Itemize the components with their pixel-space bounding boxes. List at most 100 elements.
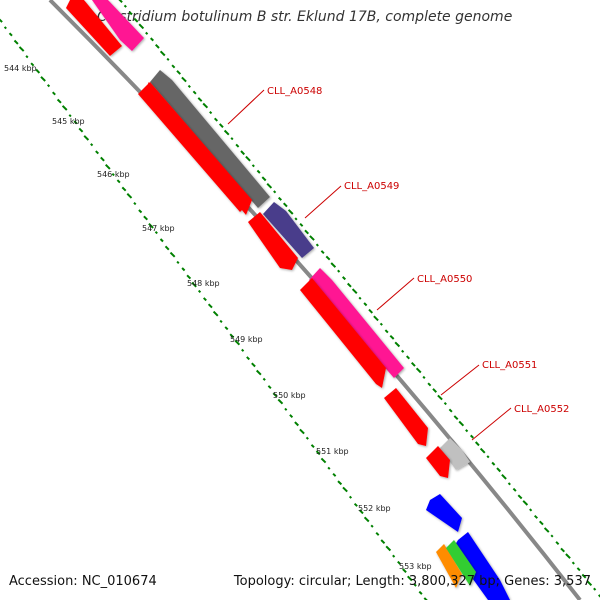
gc-dot: [95, 150, 100, 155]
gc-dot: [458, 420, 465, 427]
gc-dot: [255, 369, 262, 376]
gc-dot: [565, 553, 571, 559]
leader-cll-a0549: [304, 185, 342, 219]
gene-label-cll-a0551[interactable]: CLL_A0551: [482, 360, 537, 371]
gc-dot: [284, 407, 288, 411]
gc-dot: [176, 70, 182, 75]
gc-dot: [181, 267, 186, 272]
gene-red-small-b[interactable]: [426, 446, 450, 478]
gene-label-cll-a0549[interactable]: CLL_A0549: [344, 181, 399, 192]
gc-dot: [394, 341, 401, 348]
accession-text: Accession: NC_010674: [9, 574, 157, 589]
gc-dot: [330, 262, 337, 268]
gc-dot: [159, 50, 166, 57]
tick-labels: 544 kbp 545 kbp 546 kbp 547 kbp 548 kbp …: [4, 64, 432, 571]
gc-dot: [245, 155, 251, 162]
gc-dot: [40, 76, 46, 82]
gc-dot: [138, 209, 143, 214]
gc-dot: [123, 4, 127, 8]
tick-label: 553 kbp: [399, 562, 432, 571]
gc-track-outer: [118, 0, 600, 598]
gc-dot: [342, 276, 346, 281]
gc-dot: [448, 408, 453, 413]
gene-label-cll-a0552[interactable]: CLL_A0552: [514, 404, 569, 415]
gene-label-cll-a0548[interactable]: CLL_A0548: [267, 86, 322, 97]
gc-dot: [512, 487, 517, 492]
gc-dot: [56, 98, 62, 104]
gc-dot: [384, 329, 389, 334]
tick-label: 550 kbp: [273, 391, 306, 400]
gc-dot: [320, 457, 327, 464]
gene-cll-a0549[interactable]: [263, 202, 314, 258]
gc-dot: [138, 23, 145, 30]
gc-dot: [51, 91, 56, 96]
gc-dot: [363, 302, 368, 307]
gc-dot: [187, 84, 191, 89]
gc-dot: [576, 567, 581, 572]
gc-dot: [368, 308, 374, 314]
gene-top-pink[interactable]: [92, 0, 144, 51]
gc-dot: [309, 235, 315, 241]
gc-dot: [410, 362, 416, 367]
gc-dot: [315, 243, 319, 247]
gc-dot: [413, 583, 417, 587]
gc-dot: [202, 297, 207, 302]
genome-summary-text: Topology: circular; Length: 3,800,327 bp…: [233, 574, 591, 589]
gene-blue-lower[interactable]: [452, 532, 510, 600]
gc-dot: [46, 84, 51, 88]
gc-dot: [282, 202, 288, 208]
tick-label: 545 kbp: [52, 117, 85, 126]
gc-dot: [104, 163, 111, 170]
gc-dot: [422, 375, 426, 379]
gene-cll-a0548[interactable]: [150, 70, 270, 208]
gc-dot: [159, 238, 164, 243]
gc-dot: [370, 524, 374, 528]
gc-dot: [181, 76, 187, 83]
gc-dot: [534, 514, 538, 519]
gene-blue-upper[interactable]: [426, 494, 462, 532]
gene-cll-a0551[interactable]: [384, 388, 428, 446]
gc-dot: [325, 255, 331, 261]
gc-dot: [191, 281, 197, 288]
gc-dot: [154, 43, 160, 49]
gene-green[interactable]: [446, 540, 476, 586]
gc-track-inner: [0, 18, 428, 600]
gc-dot: [397, 560, 402, 565]
gc-dot: [507, 482, 511, 486]
gene-red-mid[interactable]: [300, 278, 386, 388]
gc-dot: [148, 222, 154, 229]
gc-dot: [240, 150, 246, 156]
gc-dot: [235, 143, 240, 148]
gene-label-cll-a0550[interactable]: CLL_A0550: [417, 274, 472, 285]
gene-red-small-a[interactable]: [248, 212, 298, 270]
gc-dot: [437, 394, 443, 401]
gc-dot: [348, 495, 353, 499]
gc-dot: [479, 447, 486, 454]
gc-dot: [358, 296, 362, 300]
gc-dot: [543, 527, 550, 533]
gene-cll-a0552[interactable]: [440, 438, 470, 470]
gc-dot: [401, 349, 405, 353]
gc-dot: [474, 441, 480, 447]
gc-dot: [294, 421, 300, 427]
gc-dot: [305, 436, 309, 440]
gc-dot: [128, 11, 133, 16]
gene-orange[interactable]: [436, 544, 462, 588]
gc-dot: [418, 590, 423, 595]
gc-dot: [342, 486, 348, 493]
gc-dot: [294, 217, 298, 221]
gc-dot: [202, 102, 209, 109]
gene-red-long-body[interactable]: [138, 82, 252, 212]
gc-dot: [538, 520, 544, 526]
gene-cll-a0550[interactable]: [309, 268, 404, 378]
gc-dot: [90, 143, 94, 147]
gc-dot: [272, 392, 278, 398]
gene-top-red[interactable]: [66, 0, 122, 56]
gc-dot: [116, 179, 121, 184]
gc-dot: [241, 348, 245, 352]
gc-dot: [73, 120, 78, 125]
gc-dot: [143, 215, 149, 221]
gc-dot: [405, 355, 411, 360]
gc-dot: [219, 319, 223, 324]
